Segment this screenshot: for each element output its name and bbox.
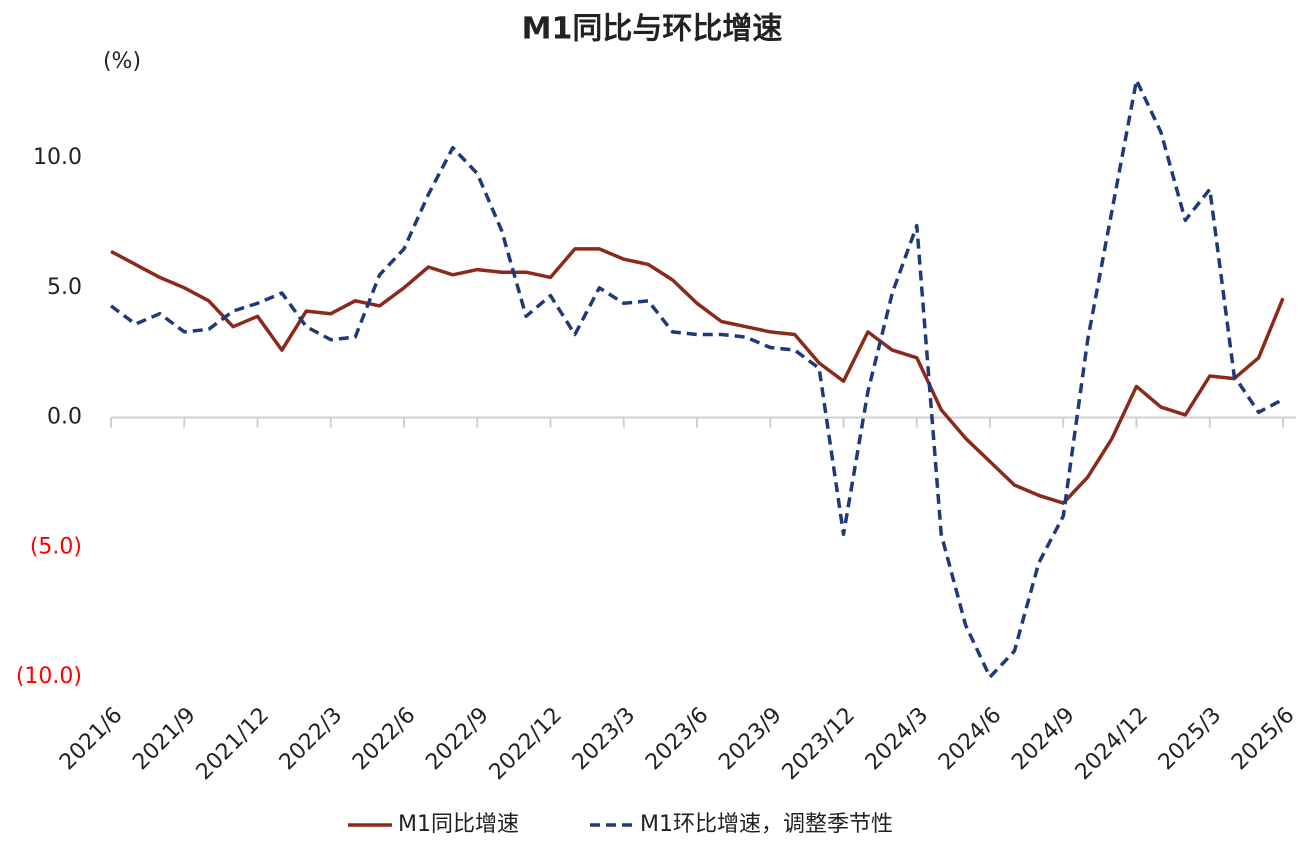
series-line	[110, 247, 1285, 505]
x-tick-label: 2025/6	[1227, 703, 1299, 775]
x-tick-label: 2024/3	[861, 703, 933, 775]
x-tick-label: 2023/3	[568, 703, 640, 775]
x-tick-label: 2022/3	[275, 703, 347, 775]
x-tick-label: 2021/9	[128, 703, 200, 775]
x-tick-label: 2021/6	[55, 703, 127, 775]
y-tick-label: 0.0	[47, 405, 82, 430]
y-tick-label: 5.0	[47, 275, 82, 300]
x-tick-label: 2024/9	[1007, 703, 1079, 775]
x-tick-label: 2021/12	[192, 703, 274, 785]
y-tick-label: (10.0)	[16, 664, 82, 689]
x-tick-label: 2022/9	[421, 703, 493, 775]
x-tick-label: 2023/12	[778, 703, 860, 785]
x-tick-label: 2025/3	[1154, 703, 1226, 775]
x-tick-label: 2022/12	[485, 703, 567, 785]
y-tick-label: 10.0	[33, 145, 82, 170]
y-tick-label: (5.0)	[30, 534, 82, 559]
legend-label: M1环比增速，调整季节性	[640, 812, 893, 837]
chart-title: M1同比与环比增速	[522, 12, 783, 47]
x-tick-label: 2024/12	[1071, 703, 1153, 785]
legend-label: M1同比增速	[398, 812, 519, 837]
x-tick-label: 2023/6	[641, 703, 713, 775]
y-unit-label: (%)	[103, 49, 141, 74]
x-tick-label: 2022/6	[348, 703, 420, 775]
plot-area	[109, 78, 1285, 679]
x-tick-label: 2024/6	[934, 703, 1006, 775]
series-line	[109, 78, 1284, 679]
x-tick-label: 2023/9	[714, 703, 786, 775]
